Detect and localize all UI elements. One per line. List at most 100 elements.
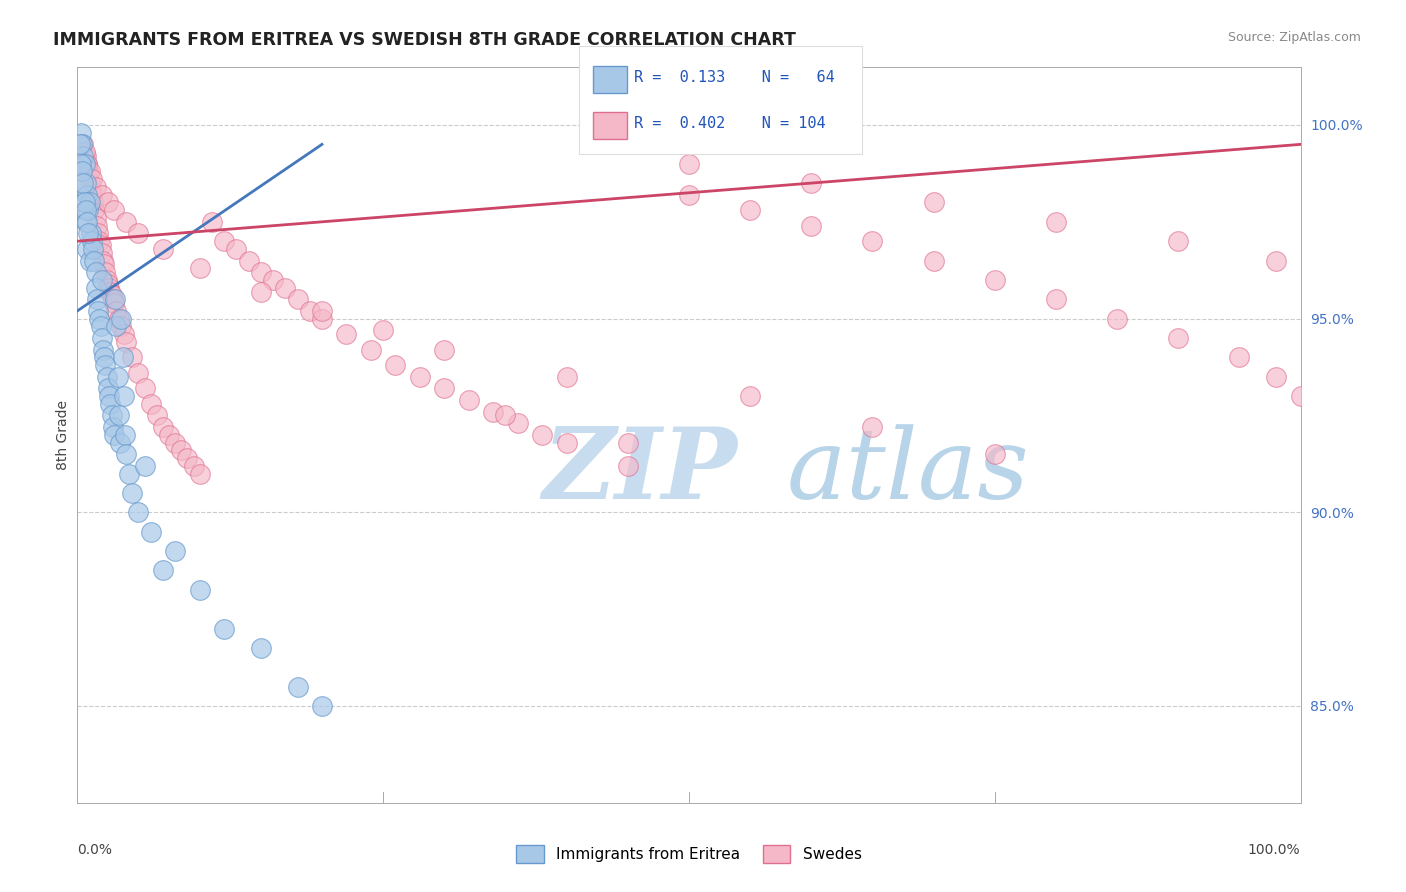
Point — [76, 187, 98, 202]
Point — [984, 273, 1007, 287]
Point — [72, 176, 94, 190]
Point — [311, 304, 333, 318]
Point — [152, 242, 174, 256]
Point — [108, 409, 131, 423]
Point — [1265, 253, 1288, 268]
Point — [89, 234, 111, 248]
Point — [262, 273, 284, 287]
Point — [107, 369, 129, 384]
Point — [82, 195, 104, 210]
Point — [105, 304, 128, 318]
Point — [311, 698, 333, 713]
Point — [482, 404, 505, 418]
Point — [112, 327, 135, 342]
Point — [152, 420, 174, 434]
Point — [84, 265, 107, 279]
Point — [80, 184, 103, 198]
Point — [84, 211, 107, 225]
Point — [250, 265, 273, 279]
Point — [84, 281, 107, 295]
Point — [79, 195, 101, 210]
Point — [112, 389, 135, 403]
Point — [91, 253, 114, 268]
Point — [360, 343, 382, 357]
Point — [79, 253, 101, 268]
Y-axis label: 8th Grade: 8th Grade — [56, 400, 70, 470]
Point — [176, 451, 198, 466]
Point — [75, 176, 97, 190]
Point — [1289, 389, 1312, 403]
Point — [121, 351, 143, 365]
Point — [83, 253, 105, 268]
Point — [73, 195, 96, 210]
Point — [86, 293, 108, 307]
Point — [79, 176, 101, 190]
Point — [617, 458, 640, 473]
Point — [98, 281, 121, 295]
Point — [101, 420, 124, 434]
Point — [134, 458, 156, 473]
Point — [298, 304, 321, 318]
Point — [201, 215, 224, 229]
Point — [93, 351, 115, 365]
Point — [862, 234, 884, 248]
Point — [335, 327, 357, 342]
Point — [1167, 234, 1189, 248]
Point — [80, 234, 103, 248]
Point — [90, 331, 112, 345]
Text: Source: ZipAtlas.com: Source: ZipAtlas.com — [1227, 31, 1361, 45]
Point — [69, 137, 91, 152]
Text: 0.0%: 0.0% — [77, 843, 112, 857]
Point — [274, 281, 297, 295]
Point — [91, 343, 114, 357]
Point — [740, 203, 762, 218]
Point — [384, 358, 406, 372]
Point — [70, 157, 93, 171]
Point — [98, 397, 121, 411]
Point — [115, 447, 138, 461]
Point — [90, 273, 112, 287]
Point — [103, 203, 125, 218]
Point — [114, 427, 136, 442]
Point — [79, 164, 101, 178]
Point — [225, 242, 247, 256]
Point — [101, 293, 124, 307]
Point — [531, 427, 554, 442]
Point — [555, 435, 578, 450]
Point — [238, 253, 260, 268]
Point — [105, 319, 128, 334]
Point — [75, 203, 97, 218]
Point — [90, 187, 112, 202]
Point — [80, 172, 103, 186]
Point — [212, 622, 235, 636]
Point — [77, 203, 100, 218]
Point — [76, 242, 98, 256]
Point — [90, 245, 112, 260]
Point — [121, 486, 143, 500]
Point — [1229, 351, 1251, 365]
Point — [83, 203, 105, 218]
Point — [98, 389, 121, 403]
Point — [77, 164, 100, 178]
Point — [250, 640, 273, 655]
Point — [165, 435, 187, 450]
Point — [1045, 293, 1067, 307]
Point — [82, 242, 104, 256]
Point — [495, 409, 517, 423]
Point — [97, 277, 120, 291]
Text: 100.0%: 100.0% — [1249, 843, 1301, 857]
Point — [139, 397, 162, 411]
Point — [1107, 311, 1129, 326]
Point — [984, 447, 1007, 461]
Point — [212, 234, 235, 248]
Point — [94, 265, 117, 279]
Point — [70, 164, 93, 178]
Point — [75, 215, 97, 229]
Point — [103, 427, 125, 442]
Point — [72, 195, 94, 210]
Point — [96, 369, 118, 384]
Point — [1045, 215, 1067, 229]
Point — [115, 334, 138, 349]
Point — [678, 187, 700, 202]
Point — [862, 420, 884, 434]
